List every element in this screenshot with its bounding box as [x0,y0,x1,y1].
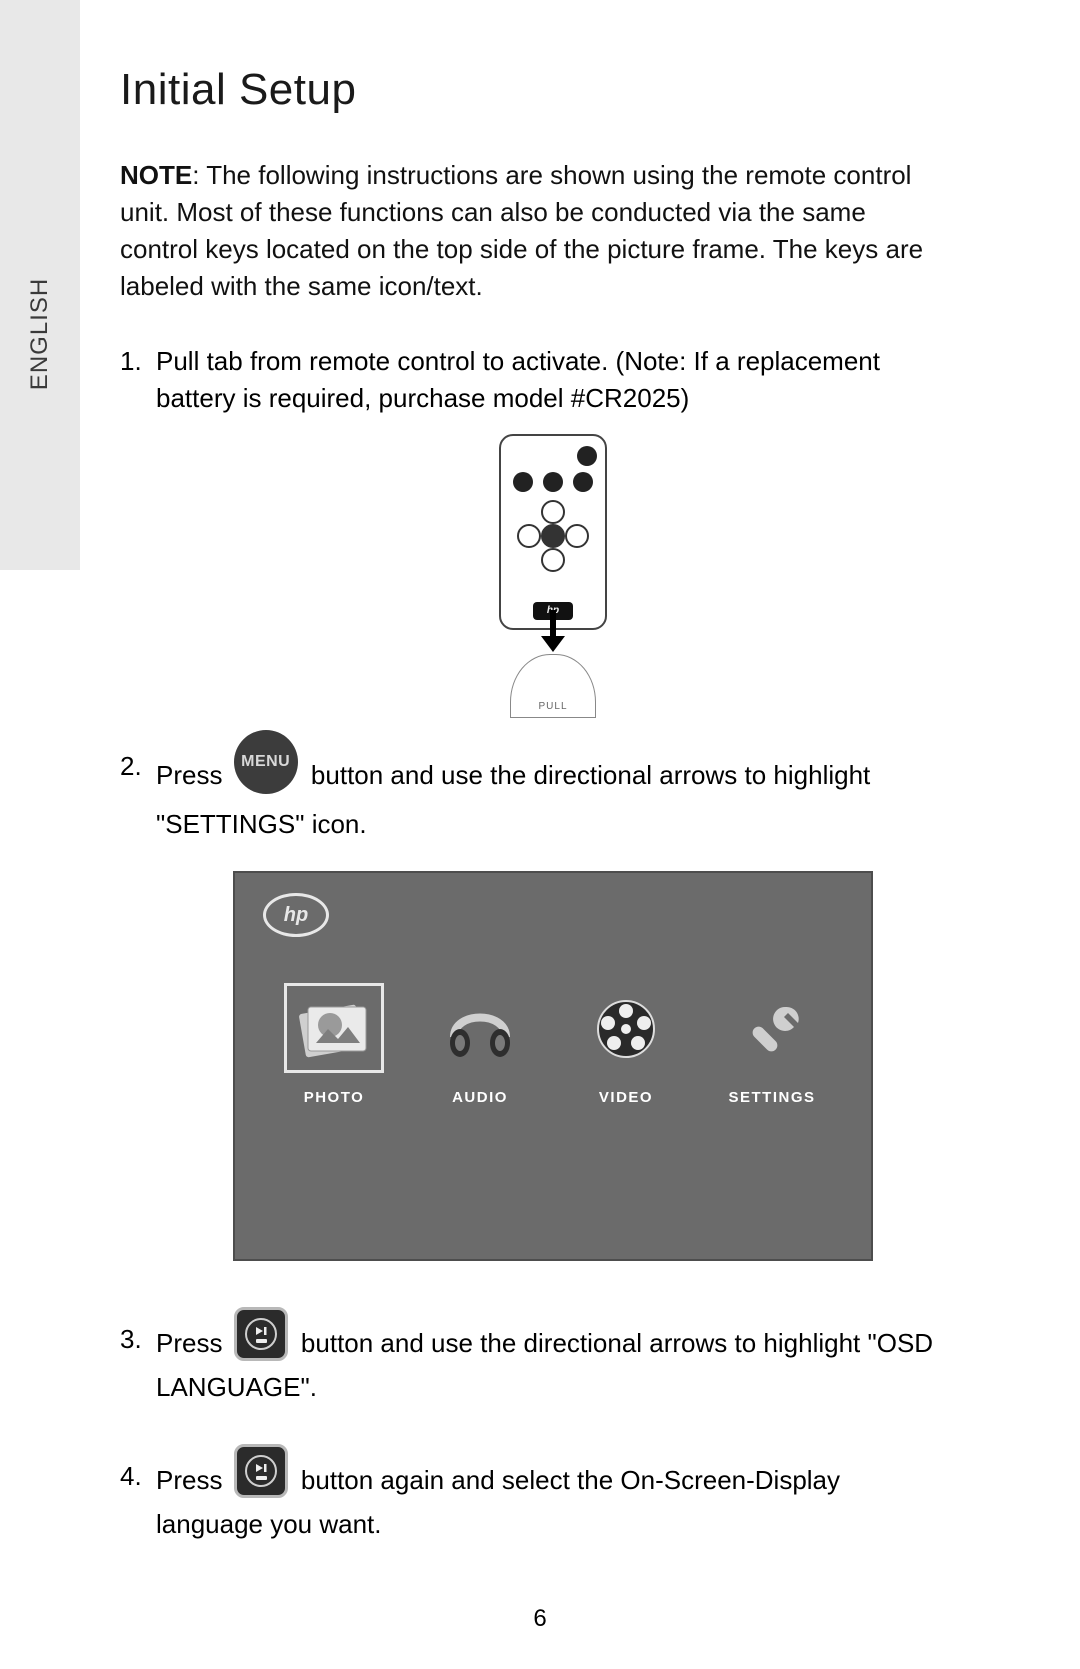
menu-label-video: VIDEO [599,1087,653,1108]
film-reel-icon [576,983,676,1073]
device-screen: hp [233,871,873,1261]
menu-item-photo: PHOTO [278,983,390,1108]
step-1: Pull tab from remote control to activate… [120,343,950,719]
remote-btn-icon [573,472,593,492]
note-text: : The following instructions are shown u… [120,160,923,301]
menu-item-video: VIDEO [570,983,682,1108]
manual-page: ENGLISH Initial Setup NOTE: The followin… [0,0,1080,1669]
step-1-text: Pull tab from remote control to activate… [156,343,950,417]
note-paragraph: NOTE: The following instructions are sho… [120,157,950,305]
step-2: Press MENU button and use the directiona… [120,748,950,1261]
remote-body: hp [499,434,607,630]
play-pause-button-icon [234,1307,288,1361]
remote-btn-icon [543,472,563,492]
wrench-icon [722,983,822,1073]
step-3-text-a: Press [156,1328,230,1358]
photo-icon [284,983,384,1073]
step-4: Press button again and select the On-Scr… [120,1458,950,1543]
step-4-text-a: Press [156,1465,230,1495]
remote-diagram: hp PULL [156,434,950,718]
menu-item-audio: AUDIO [424,983,536,1108]
remote-btn-icon [513,472,533,492]
main-menu-row: PHOTO [235,983,871,1108]
menu-button-icon: MENU [234,730,298,794]
step-2-text-a: Press [156,760,230,790]
step-3: Press button and use the directional arr… [120,1321,950,1446]
menu-item-settings: SETTINGS [716,983,828,1108]
content-area: Initial Setup NOTE: The following instru… [120,65,950,1555]
screen-mock-wrap: hp [156,871,950,1261]
menu-label-settings: SETTINGS [728,1087,815,1108]
page-number: 6 [0,1605,1080,1633]
hp-logo-icon: hp [263,893,329,937]
note-label: NOTE [120,160,192,190]
page-title: Initial Setup [120,65,950,115]
language-tab-label: ENGLISH [26,278,54,390]
remote-dpad-icon [517,500,589,572]
play-pause-button-icon [234,1444,288,1498]
headphones-icon [430,983,530,1073]
language-tab: ENGLISH [0,0,80,570]
menu-label-audio: AUDIO [452,1087,508,1108]
pull-label: PULL [538,700,567,714]
remote-power-icon [577,446,597,466]
menu-label-photo: PHOTO [304,1087,365,1108]
steps-list: Pull tab from remote control to activate… [120,343,950,1544]
battery-pull-tab: PULL [510,654,596,718]
